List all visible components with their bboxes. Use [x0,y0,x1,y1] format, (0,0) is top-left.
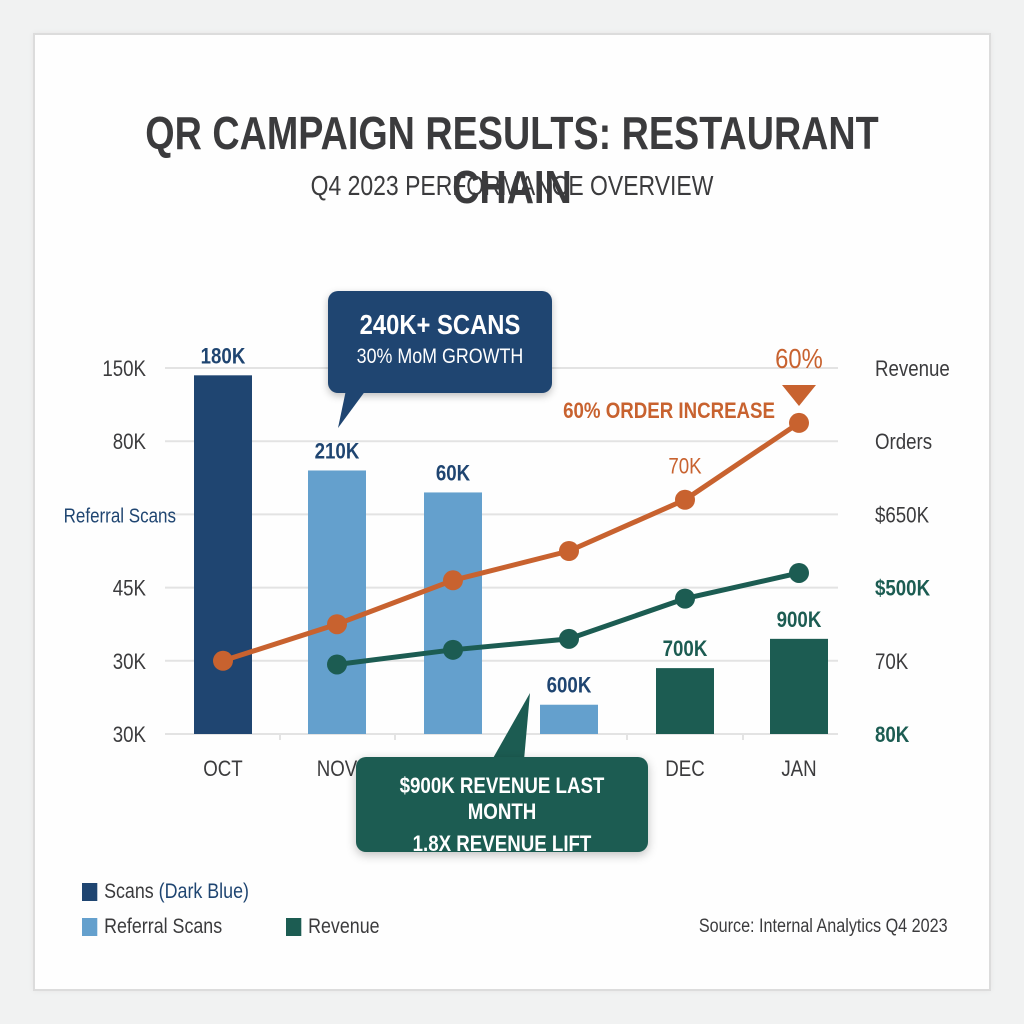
legend-label-scans: Scans [104,880,154,903]
bar-value-label: 60K [436,462,471,486]
legend-label-scans-note: (Dark Blue) [158,880,249,903]
legend-swatch-referral [82,918,98,936]
point-orders [327,614,347,635]
point-revenue [789,562,809,583]
bar [770,638,828,734]
right-axis-tick-label: 70K [875,650,909,674]
bar-value-label: 900K [777,609,822,633]
left-axis-title: Referral Scans [64,504,176,527]
bar-value-label: 180K [201,345,246,369]
left-axis-tick-label: 45K [113,577,147,601]
down-triangle-icon [782,385,816,406]
left-axis-tick-label: 30K [113,724,147,748]
legend-swatch-scans [82,883,98,901]
point-revenue [327,654,347,675]
left-axis-tick-label: 30K [113,650,147,674]
legend-item-revenue: Revenue [286,915,380,939]
legend-item-scans: Scans (Dark Blue) [82,880,249,904]
revenue-callout: $900K REVENUE LAST MONTH 1.8X REVENUE LI… [356,757,648,856]
legend-item-referral: Referral Scans [82,915,222,939]
scans-callout: 240K+ SCANS 30% MoM GROWTH [328,291,552,393]
bar-value-label: 700K [663,638,708,662]
right-axis-tick-label: $500K [875,577,930,601]
right-axis-tick-label: Orders [875,431,932,455]
point-orders [213,650,233,671]
legend-swatch-revenue [286,918,302,936]
point-revenue [559,628,579,649]
right-axis-tick-label: $650K [875,504,929,528]
bar [424,492,482,734]
order-increase-label: 60% ORDER INCREASE [563,400,775,424]
right-axis-tick-label: 80K [875,724,910,748]
legend-label-revenue: Revenue [308,915,380,938]
chart-subtitle: Q4 2023 PERFORMANCE OVERVIEW [310,170,714,201]
revenue-callout-subline: 1.8X REVENUE LIFT [412,831,592,856]
point-orders [675,489,695,510]
bar-value-label: 600K [547,674,592,698]
x-axis-label: DEC [665,758,704,782]
bar [540,704,598,734]
x-axis-label: OCT [203,758,242,782]
point-orders [789,412,809,433]
chart-title: QR CAMPAIGN RESULTS: RESTAURANT CHAIN [145,107,879,213]
point-revenue [675,588,695,609]
source-note: Source: Internal Analytics Q4 2023 [699,916,948,937]
scans-callout-subline: 30% MoM GROWTH [356,345,524,368]
right-axis-tick-label: Revenue [875,358,950,382]
order-peak-label: 60% [775,342,823,374]
x-axis-label: JAN [781,758,816,782]
bar [308,470,366,734]
line-point-label: 70K [668,455,702,479]
point-orders [443,570,463,591]
bar [656,668,714,734]
revenue-callout-headline: $900K REVENUE LAST MONTH [399,773,605,824]
scans-callout-headline: 240K+ SCANS [359,309,521,340]
line-orders [222,420,801,664]
left-axis-tick-label: 150K [102,358,146,382]
point-revenue [443,639,463,660]
bar-value-label: 210K [315,440,360,464]
left-axis-tick-label: 80K [113,431,147,455]
point-orders [559,541,579,561]
x-axis-label: NOV [317,758,358,782]
bar [194,375,252,734]
legend-label-referral: Referral Scans [104,915,223,938]
